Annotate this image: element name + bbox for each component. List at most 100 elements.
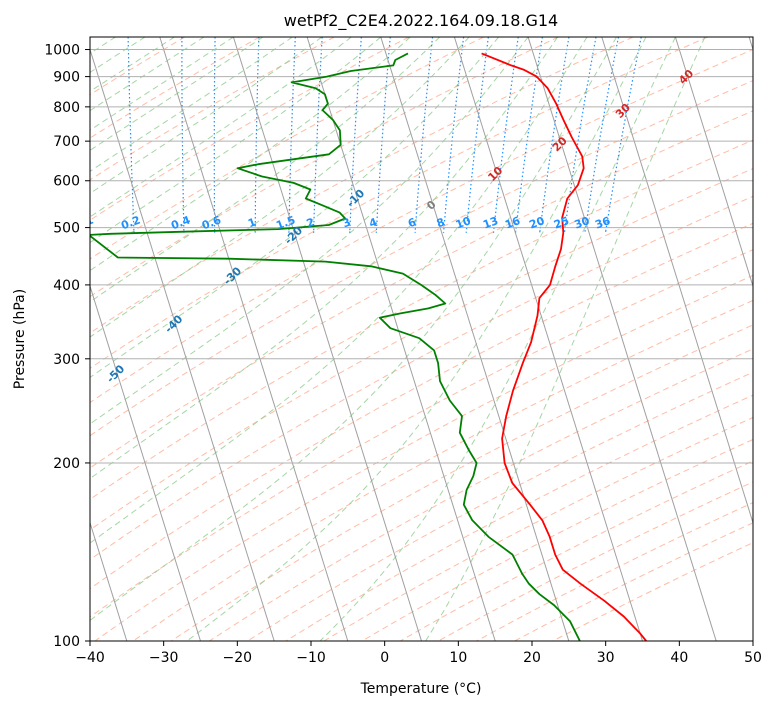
x-tick-label: 30: [597, 650, 615, 666]
dewpoint-profile-line: [90, 52, 581, 641]
mixing-ratio-label: 25: [552, 214, 571, 231]
mixing-ratio-label: 13: [481, 214, 500, 231]
mixing-ratio-line: [465, 37, 489, 233]
mixing-ratio-label: 6: [406, 215, 418, 230]
dry-adiabat-line: [90, 168, 753, 531]
dry-adiabat-line: [90, 37, 260, 139]
dry-adiabat-line: [90, 37, 559, 298]
mixing-ratio-line: [584, 37, 620, 233]
moist-adiabat-line: [425, 37, 706, 641]
y-tick-label: 300: [53, 352, 80, 368]
mixing-ratio-label: 36: [593, 214, 612, 232]
x-axis-label: Temperature (°C): [360, 681, 482, 697]
dry-adiabat-line: [90, 195, 753, 561]
moist-adiabat-line: [90, 37, 352, 218]
pressure-gridlines: [90, 49, 753, 641]
mixing-ratio-line: [563, 37, 597, 233]
mixing-ratio-label: 1.5: [274, 213, 297, 232]
moist-adiabat-line: [90, 37, 441, 303]
dry-adiabat-line: [90, 37, 709, 369]
mixing-ratio-line: [349, 37, 362, 233]
mixing-ratio-label: 30: [573, 214, 592, 232]
isotherm-line: [306, 37, 496, 641]
mixing-ratio-line: [604, 37, 642, 233]
isotherm-line: [159, 37, 349, 641]
x-tick-label: 40: [670, 650, 688, 666]
isotherm-line: [90, 284, 201, 641]
dry-adiabat-line: [209, 348, 753, 641]
moist-adiabat-line: [90, 37, 558, 480]
mixing-ratio-label: 4: [367, 215, 379, 230]
y-tick-label: 500: [53, 221, 80, 237]
isotherms: [90, 37, 753, 641]
mixing-ratio-label: 0.1: [73, 213, 96, 232]
mixing-ratio-label: 20: [527, 214, 546, 232]
y-tick-label: 800: [53, 100, 80, 116]
mixing-ratio-line: [181, 37, 185, 233]
x-tick-label: 50: [744, 650, 762, 666]
isotherm-line: [674, 37, 753, 288]
y-tick-label: 400: [53, 278, 80, 294]
isotherm-line: [90, 521, 128, 641]
moist-adiabat-line: [90, 37, 323, 194]
x-tick-label: −20: [223, 650, 253, 666]
profile-lines: [90, 52, 647, 641]
y-tick-label: 100: [53, 634, 80, 650]
y-axis-label: Pressure (hPa): [12, 289, 28, 389]
isotherm-line: [601, 37, 753, 525]
y-tick-label: 200: [53, 456, 80, 472]
chart-title: wetPf2_C2E4.2022.164.09.18.G14: [284, 11, 558, 31]
mixing-ratio-label: 8: [435, 215, 447, 230]
mixing-ratio-label: 16: [503, 214, 522, 232]
dry-adiabat-line: [247, 371, 753, 641]
x-tick-label: 0: [380, 650, 389, 666]
isotherm-line: [453, 37, 643, 641]
axes: −40 −30 −20 −10 0 10 20 30 40 5010020030040050060…: [44, 43, 762, 666]
dry-adiabat-line: [94, 274, 753, 641]
y-tick-label: 600: [53, 174, 80, 190]
moist-adiabat-line: [90, 37, 499, 378]
mixing-ratio-label: 1: [246, 215, 258, 230]
mixing-ratio-line: [414, 37, 434, 233]
temperature-profile-line: [481, 52, 647, 641]
mixing-ratio-label: 10: [454, 214, 473, 232]
mixing-ratio-label: 0.6: [200, 213, 223, 232]
moist-adiabat-line: [90, 37, 293, 172]
dry-adiabat-line: [90, 37, 484, 260]
y-tick-label: 900: [53, 70, 80, 86]
isotherm-line: [90, 47, 275, 641]
moist-adiabat-line: [186, 37, 647, 641]
moist-adiabat-line: [90, 37, 470, 338]
dry-adiabat-line: [90, 48, 753, 404]
dry-adiabat-line: [90, 37, 186, 96]
mixing-ratio-line: [514, 37, 543, 233]
mixing-ratio-label: 3: [341, 215, 353, 230]
moist-adiabats: [90, 37, 706, 641]
x-tick-label: −30: [149, 650, 179, 666]
mixing-ratio-line: [492, 37, 519, 233]
isotherm-line: [232, 37, 422, 641]
mixing-ratio-label: 2: [305, 215, 317, 230]
mixing-ratio-line: [127, 37, 135, 233]
y-tick-label: 700: [53, 134, 80, 150]
mixing-ratio-line: [288, 37, 296, 233]
y-tick-label: 1000: [44, 43, 80, 59]
mixing-ratio-line: [539, 37, 570, 233]
mixing-ratio-line: [254, 37, 260, 233]
mixing-ratio-line: [213, 37, 216, 233]
mixing-ratio-label: 0.4: [169, 213, 192, 232]
isotherm-line: [380, 37, 570, 641]
moist-adiabat-line: [90, 37, 382, 244]
mixing-ratio-line: [442, 37, 465, 233]
isotherm-line: [527, 37, 717, 641]
moist-adiabat-line: [319, 37, 676, 641]
x-tick-label: 20: [523, 650, 541, 666]
mixing-ratio-lines: [127, 37, 642, 233]
mixing-ratio-label: 0.2: [119, 213, 142, 232]
x-tick-label: −40: [75, 650, 105, 666]
dry-adiabat-line: [90, 139, 753, 500]
x-tick-label: 10: [449, 650, 467, 666]
moist-adiabat-line: [90, 37, 588, 544]
